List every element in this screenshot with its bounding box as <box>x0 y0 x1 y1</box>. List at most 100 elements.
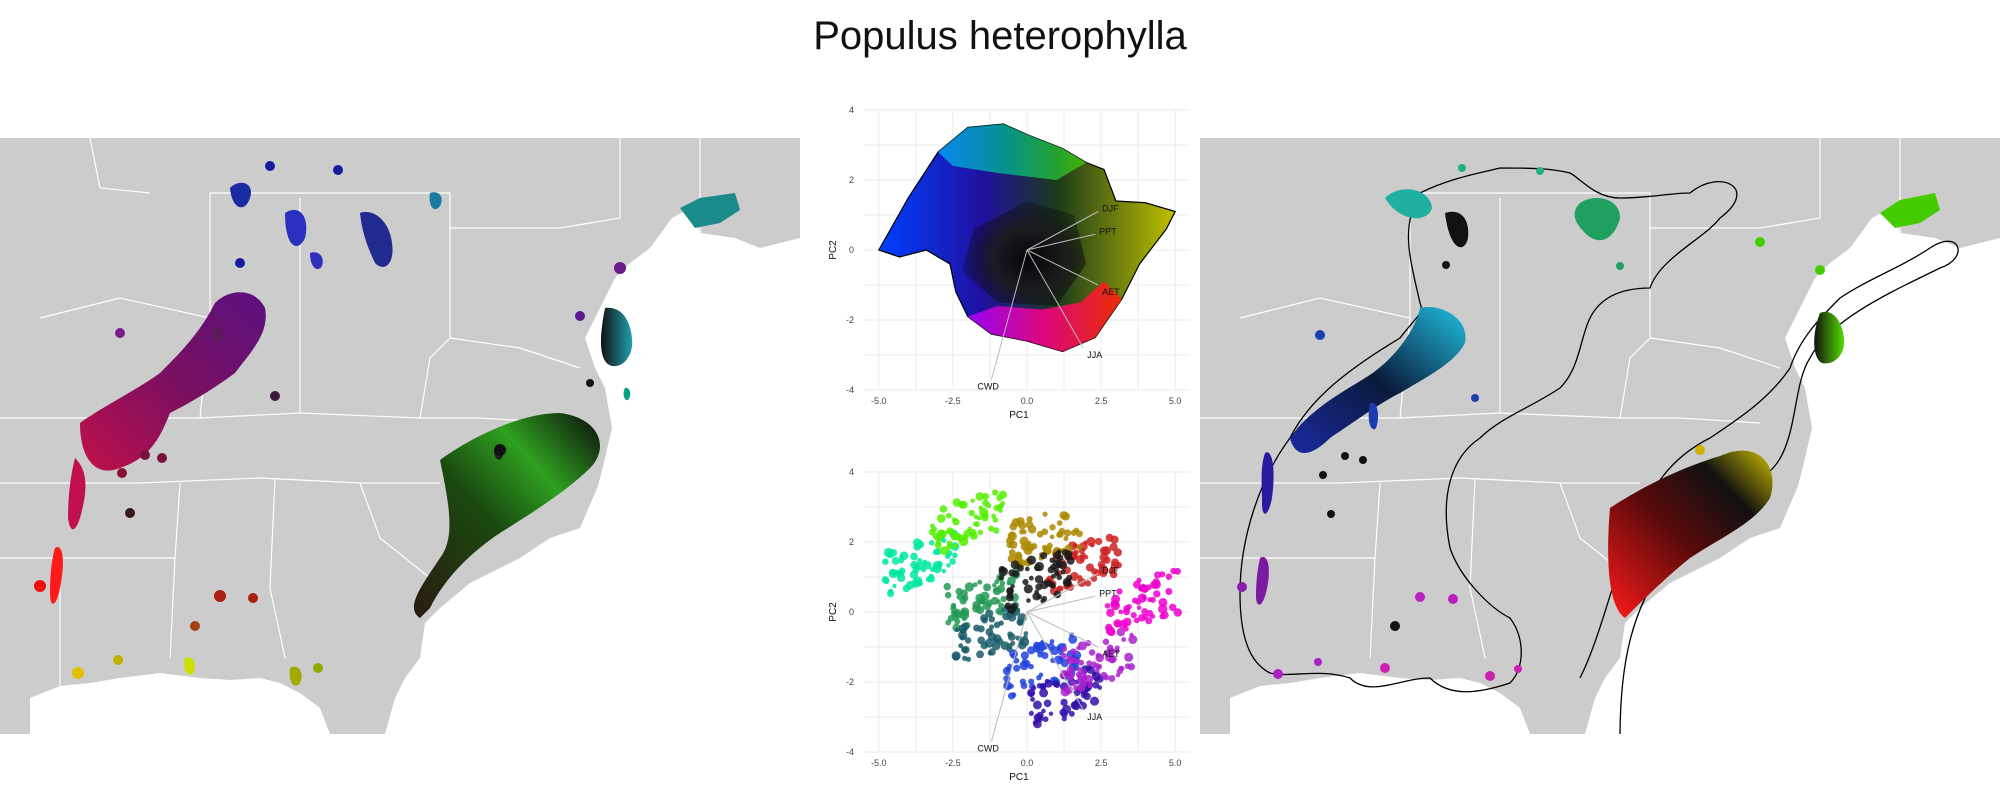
point <box>1002 666 1012 676</box>
point <box>1027 646 1036 655</box>
point <box>1116 668 1123 675</box>
point <box>1130 612 1137 619</box>
y-tick-label: 2 <box>849 175 854 185</box>
point <box>998 490 1007 499</box>
point <box>935 535 942 542</box>
point <box>945 619 952 626</box>
y-tick-label: 0 <box>849 245 854 255</box>
point <box>1070 648 1077 655</box>
vector-label: PPT <box>1099 588 1117 598</box>
point <box>950 533 958 541</box>
point <box>887 588 894 595</box>
point <box>1026 516 1033 523</box>
point-cluster <box>1104 567 1182 637</box>
point <box>952 498 962 507</box>
y-tick-label: 4 <box>849 467 854 477</box>
point <box>910 552 918 561</box>
state-borders <box>1200 138 1901 659</box>
point <box>899 551 909 561</box>
point <box>1022 578 1029 586</box>
point <box>1072 554 1078 560</box>
point <box>939 505 948 513</box>
point <box>892 583 897 589</box>
point <box>1066 574 1073 581</box>
point <box>1078 659 1085 666</box>
point <box>1068 634 1078 644</box>
point <box>1036 530 1044 538</box>
vector-label: DJF <box>1102 204 1119 214</box>
point <box>1070 680 1076 686</box>
point <box>1150 613 1156 619</box>
point <box>1105 626 1115 636</box>
vector-label: AET <box>1102 649 1120 659</box>
point <box>1001 607 1007 613</box>
point <box>1104 652 1114 662</box>
point <box>1000 567 1007 574</box>
point <box>1006 581 1011 586</box>
loading-vector <box>1026 595 1096 613</box>
point <box>1022 635 1028 641</box>
y-tick-label: -2 <box>846 315 854 325</box>
point <box>1000 595 1007 603</box>
point <box>952 552 958 559</box>
point <box>953 543 959 549</box>
point-clusters <box>881 489 1182 729</box>
x-tick-label: 2.5 <box>1095 758 1108 768</box>
point <box>1010 560 1020 570</box>
point <box>1108 675 1116 682</box>
point <box>977 598 984 605</box>
point <box>988 525 995 532</box>
point <box>974 521 980 528</box>
point <box>1056 554 1064 562</box>
point <box>1173 608 1182 617</box>
point <box>1015 553 1022 560</box>
point <box>1016 516 1025 526</box>
point <box>981 511 989 519</box>
point <box>981 617 988 624</box>
point <box>1063 529 1072 537</box>
point <box>977 529 984 536</box>
point <box>1118 609 1124 615</box>
point <box>1078 701 1087 710</box>
point <box>961 534 969 541</box>
point <box>946 540 953 547</box>
loading-vectors: DJF PPT AET JJA CWD <box>977 566 1120 754</box>
point <box>1049 524 1056 531</box>
point <box>982 493 990 500</box>
point <box>1129 632 1134 638</box>
loading-vectors: DJF PPT AET JJA CWD <box>977 204 1120 392</box>
point <box>1116 627 1126 637</box>
y-tick-label: 4 <box>849 105 854 115</box>
point <box>1114 645 1120 651</box>
point <box>1036 594 1042 600</box>
point <box>958 643 964 649</box>
point <box>1009 522 1018 531</box>
point <box>1133 617 1140 624</box>
point <box>992 527 1000 534</box>
point <box>932 549 939 555</box>
point <box>975 492 985 501</box>
point <box>1159 613 1166 620</box>
point <box>964 582 975 592</box>
point <box>1019 660 1029 671</box>
vector-label: CWD <box>977 382 999 392</box>
y-tick-label: 0 <box>849 607 854 617</box>
point <box>958 624 968 634</box>
point <box>968 528 977 537</box>
point <box>1008 683 1014 689</box>
loading-vector <box>1026 573 1099 613</box>
point <box>973 624 981 632</box>
point <box>1070 657 1077 664</box>
point <box>1000 641 1010 650</box>
point <box>928 540 935 546</box>
point <box>1140 584 1149 593</box>
point <box>1056 531 1063 538</box>
point <box>1083 692 1091 701</box>
land-base <box>1200 138 2000 734</box>
point <box>1018 529 1024 535</box>
point <box>996 638 1004 645</box>
point <box>1013 657 1020 664</box>
point <box>984 638 994 648</box>
point <box>1147 597 1153 603</box>
point <box>1109 570 1118 579</box>
